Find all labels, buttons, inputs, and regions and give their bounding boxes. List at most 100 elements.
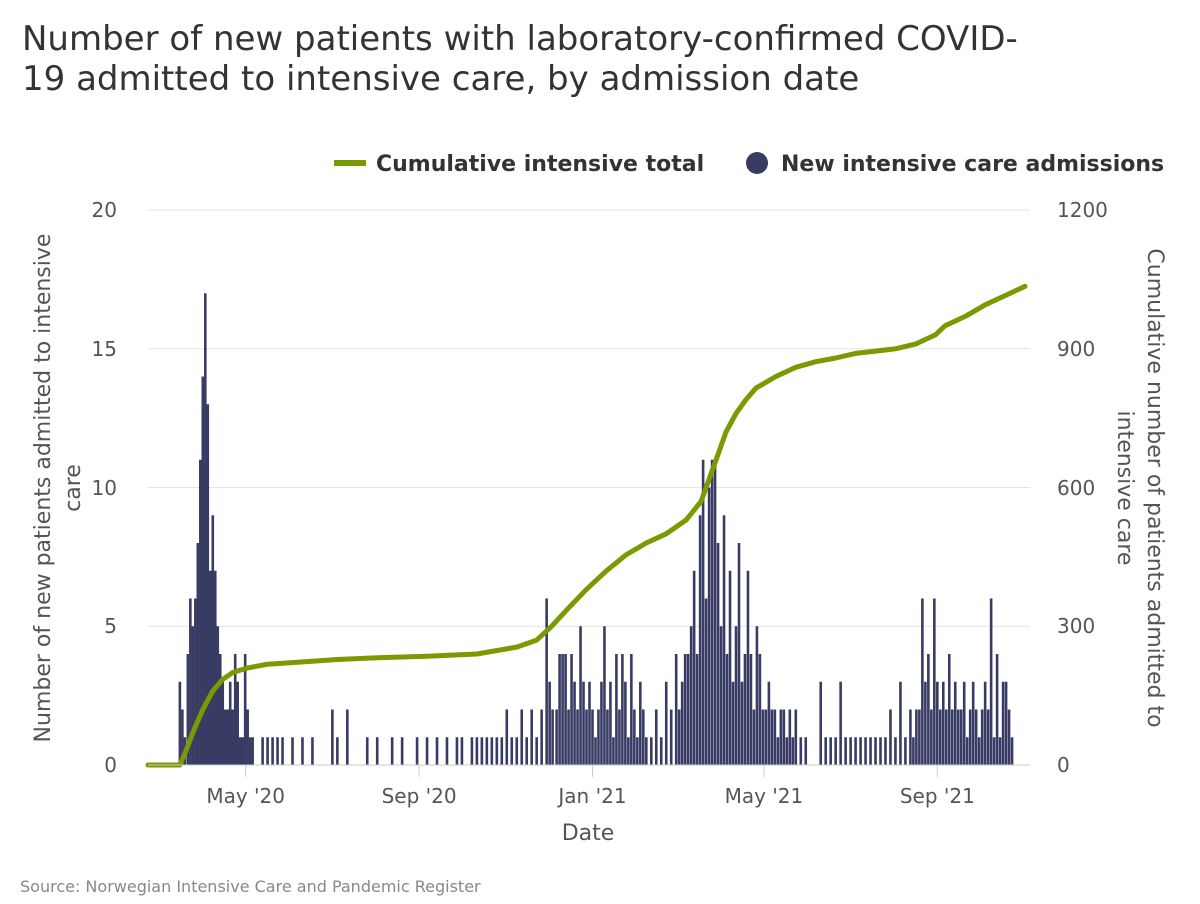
admission-bar-60[interactable] [515,737,519,765]
admission-bar-25[interactable] [241,737,244,765]
admission-bar-13[interactable] [211,515,215,765]
admission-bar-186[interactable] [968,709,972,766]
admission-bar-100[interactable] [649,737,653,765]
admission-bar-47[interactable] [435,737,439,765]
admission-bar-28[interactable] [248,737,252,765]
admission-bar-171[interactable] [924,681,927,765]
admission-bar-120[interactable] [719,626,723,765]
admission-bar-146[interactable] [799,737,803,765]
admission-bar-164[interactable] [899,681,902,765]
admission-bar-77[interactable] [579,626,582,765]
admission-bar-158[interactable] [869,737,872,765]
admission-bar-165[interactable] [904,737,907,765]
admission-bar-54[interactable] [485,737,489,765]
admission-bar-6[interactable] [194,598,197,766]
admission-bar-35[interactable] [291,737,294,765]
admission-bar-151[interactable] [834,737,837,765]
admission-bar-23[interactable] [236,681,239,765]
admission-bar-26[interactable] [243,654,247,765]
admission-bar-91[interactable] [621,654,624,765]
admission-bar-159[interactable] [874,737,877,765]
legend-item-cumulative[interactable]: Cumulative intensive total [334,152,704,177]
admission-bar-31[interactable] [266,737,269,765]
admission-bar-82[interactable] [594,737,597,765]
admission-bar-137[interactable] [770,709,774,766]
admission-bar-107[interactable] [680,681,684,765]
admission-bar-70[interactable] [558,654,561,765]
admission-bar-27[interactable] [246,709,249,766]
admission-bar-0[interactable] [178,681,182,765]
admission-bar-44[interactable] [400,737,404,765]
admission-bar-150[interactable] [829,737,832,765]
legend-item-admissions[interactable]: New intensive care admissions [746,152,1164,177]
admission-bar-12[interactable] [208,570,212,765]
admission-bar-192[interactable] [986,709,990,766]
admission-bar-193[interactable] [989,598,993,766]
admission-bar-99[interactable] [645,737,648,765]
admission-bar-96[interactable] [636,737,639,765]
admission-bar-52[interactable] [475,737,479,765]
admission-bar-36[interactable] [301,737,304,765]
admission-bar-94[interactable] [630,654,633,765]
admission-bar-65[interactable] [540,709,543,766]
admission-bar-124[interactable] [731,681,735,765]
admission-bar-116[interactable] [707,487,711,766]
admission-bar-194[interactable] [992,737,996,765]
admission-bar-189[interactable] [977,737,981,765]
admission-bar-58[interactable] [505,709,509,766]
admission-bar-197[interactable] [1001,681,1005,765]
admission-bar-74[interactable] [570,654,573,765]
admission-bar-84[interactable] [600,681,603,765]
admission-bar-148[interactable] [819,681,823,765]
admission-bar-61[interactable] [520,709,524,766]
admission-bar-32[interactable] [271,737,274,765]
admission-bar-112[interactable] [695,654,699,765]
admission-bar-49[interactable] [455,737,459,765]
admission-bar-163[interactable] [894,737,897,765]
admission-bar-89[interactable] [615,654,618,765]
admission-bar-102[interactable] [659,737,663,765]
admission-bar-85[interactable] [603,626,606,765]
admission-bar-38[interactable] [331,709,334,766]
admission-bar-149[interactable] [824,737,827,765]
admission-bar-66[interactable] [545,598,548,766]
admission-bar-69[interactable] [555,709,558,766]
admission-bar-16[interactable] [218,654,222,765]
admission-bar-191[interactable] [983,681,987,765]
admission-bar-83[interactable] [597,709,600,766]
admission-bar-118[interactable] [713,459,717,765]
admission-bar-184[interactable] [962,681,966,765]
admission-bar-152[interactable] [839,681,842,765]
admission-bar-87[interactable] [609,681,612,765]
admission-bar-199[interactable] [1007,709,1011,766]
admission-bar-34[interactable] [281,737,284,765]
admission-bar-75[interactable] [573,681,576,765]
admission-bar-136[interactable] [767,681,771,765]
admission-bar-130[interactable] [749,654,753,765]
admission-bar-78[interactable] [582,681,585,765]
admission-bar-59[interactable] [510,737,514,765]
admission-bar-22[interactable] [233,654,237,765]
admission-bar-144[interactable] [791,737,795,765]
admission-bar-187[interactable] [971,681,975,765]
admission-bar-21[interactable] [231,709,235,766]
admission-bar-147[interactable] [804,737,808,765]
admission-bar-167[interactable] [912,737,915,765]
admission-bar-29[interactable] [251,737,254,765]
admission-bar-15[interactable] [216,626,220,765]
admission-bar-73[interactable] [567,709,570,766]
admission-bar-48[interactable] [445,737,449,765]
admission-bar-117[interactable] [710,459,714,765]
admission-bar-188[interactable] [974,709,978,766]
admission-bar-7[interactable] [196,543,200,765]
admission-bar-114[interactable] [701,459,705,765]
admission-bar-55[interactable] [490,737,494,765]
admission-bar-72[interactable] [564,654,567,765]
admission-bar-105[interactable] [674,654,678,765]
admission-bar-45[interactable] [415,737,419,765]
admission-bar-3[interactable] [186,654,190,765]
admission-bar-170[interactable] [921,598,924,766]
admission-bar-67[interactable] [548,681,551,765]
admission-bar-11[interactable] [206,404,210,765]
admission-bar-123[interactable] [728,570,732,765]
